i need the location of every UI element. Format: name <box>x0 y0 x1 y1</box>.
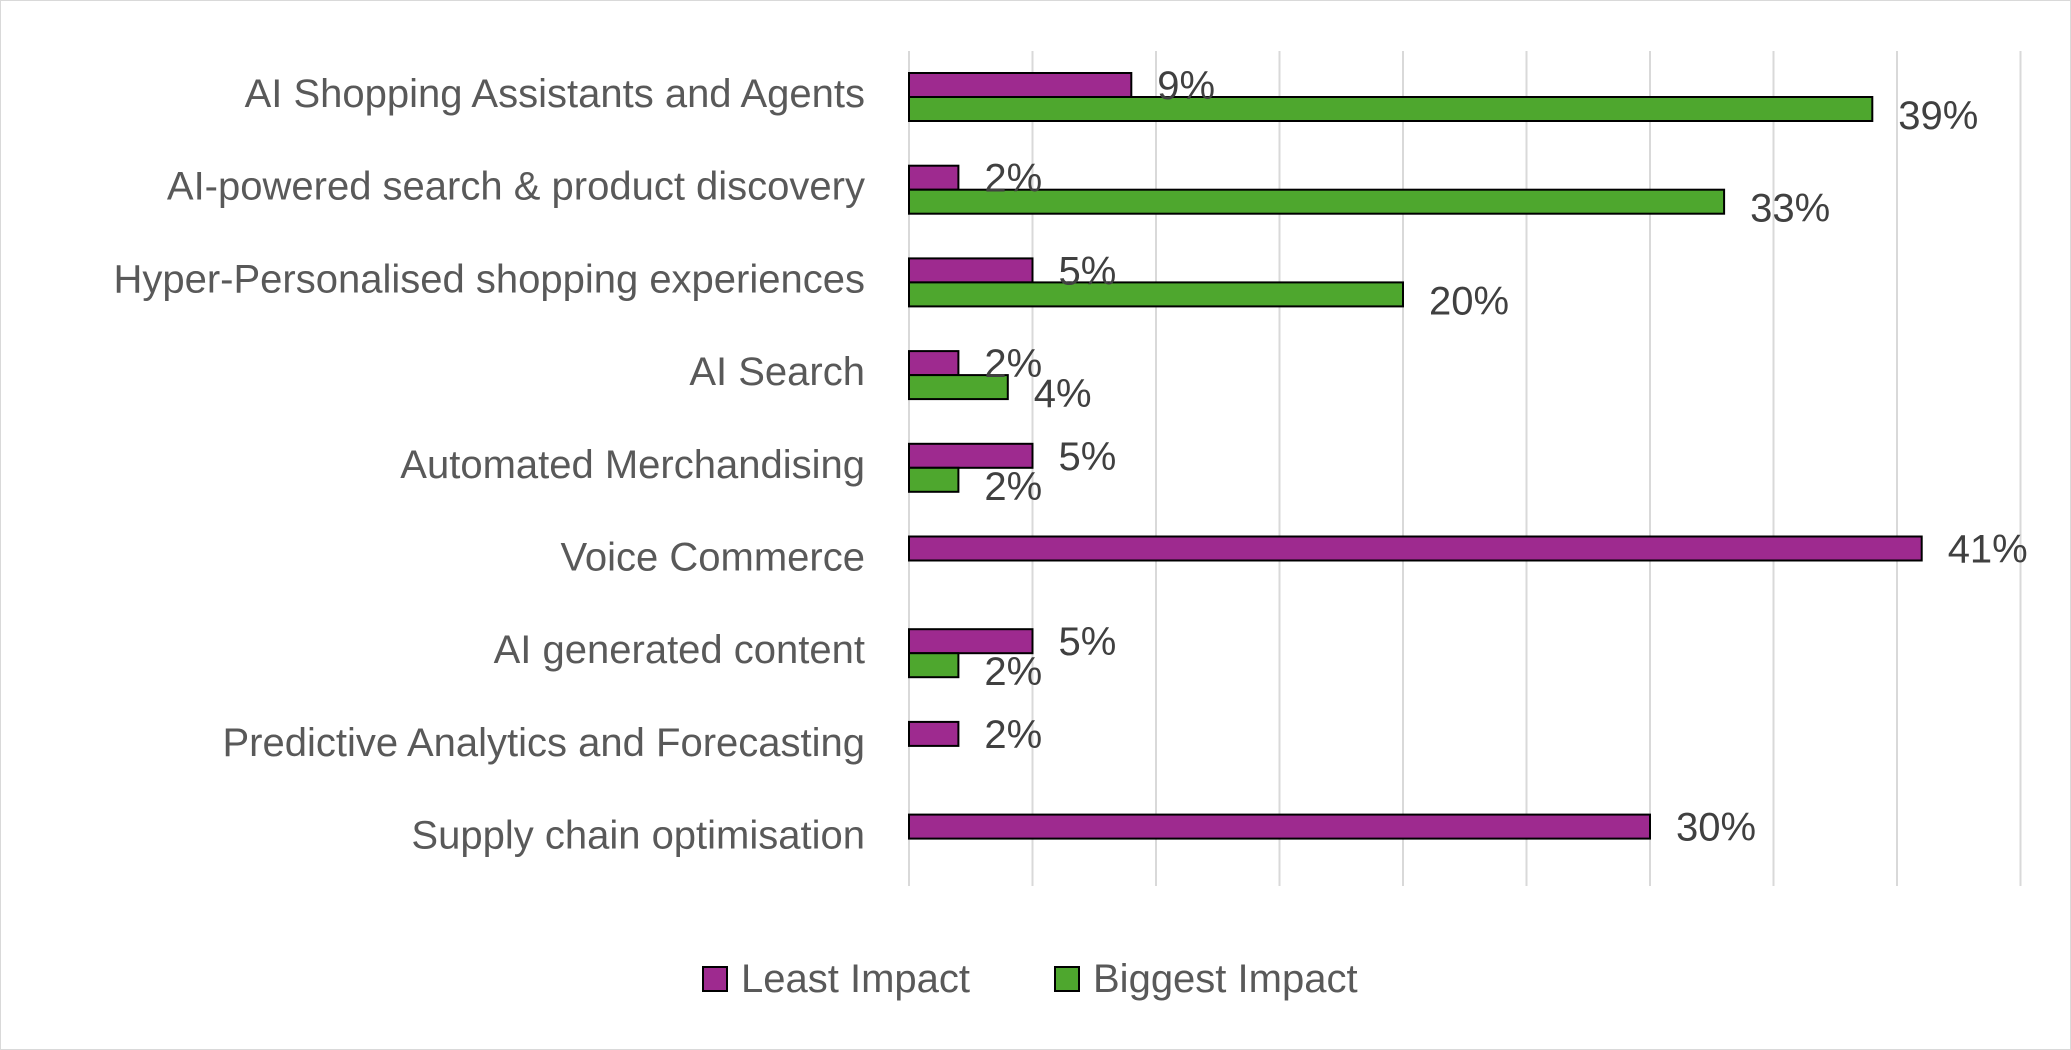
data-label: 33% <box>1750 187 1830 231</box>
bar-biggest-impact <box>908 188 1726 215</box>
data-label: 2% <box>984 713 1042 757</box>
category-label: AI Search <box>689 350 865 394</box>
category-label: Hyper-Personalised shopping experiences <box>113 257 865 301</box>
data-label: 5% <box>1059 249 1117 293</box>
bar-least-impact <box>908 628 1034 655</box>
category-label: AI generated content <box>494 628 865 672</box>
bar-biggest-impact <box>908 281 1404 308</box>
data-label: 9% <box>1157 64 1215 108</box>
legend-label-least-impact: Least Impact <box>741 957 970 1001</box>
bar-least-impact <box>908 720 960 747</box>
bar-biggest-impact <box>908 466 960 493</box>
bar-least-impact <box>908 257 1034 284</box>
bar-biggest-impact <box>908 652 960 679</box>
legend: Least Impact Biggest Impact <box>702 957 1358 1001</box>
legend-label-biggest-impact: Biggest Impact <box>1093 957 1358 1001</box>
data-label: 2% <box>984 650 1042 694</box>
bar-least-impact <box>908 72 1133 98</box>
bar-biggest-impact <box>908 374 1009 401</box>
data-label: 30% <box>1676 806 1756 850</box>
category-label: Supply chain optimisation <box>411 814 865 858</box>
category-label: Voice Commerce <box>560 536 865 580</box>
data-label: 39% <box>1898 94 1978 138</box>
bar-biggest-impact <box>908 96 1874 122</box>
bar-least-impact <box>908 535 1923 562</box>
category-label: Predictive Analytics and Forecasting <box>222 721 865 765</box>
category-label: Automated Merchandising <box>400 443 865 487</box>
bar-least-impact <box>908 442 1034 469</box>
legend-swatch-biggest-impact <box>1054 966 1080 992</box>
legend-swatch-least-impact <box>702 966 728 992</box>
data-label: 20% <box>1429 279 1509 323</box>
bar-least-impact <box>908 813 1651 840</box>
data-label: 2% <box>984 342 1042 386</box>
data-label: 2% <box>984 157 1042 201</box>
data-labels: 9%39%2%33%5%20%2%4%5%2%41%5%2%2%30% <box>984 64 2027 850</box>
data-label: 5% <box>1059 435 1117 479</box>
data-label: 4% <box>1034 372 1092 416</box>
bar-least-impact <box>908 350 960 377</box>
bar-least-impact <box>908 164 960 191</box>
data-label: 5% <box>1059 620 1117 664</box>
category-labels: AI Shopping Assistants and Agents AI-powe… <box>113 72 865 858</box>
category-label: AI-powered search & product discovery <box>167 165 865 209</box>
bars <box>908 72 1923 840</box>
data-label: 2% <box>984 465 1042 509</box>
category-label: AI Shopping Assistants and Agents <box>245 72 865 116</box>
data-label: 41% <box>1948 528 2028 572</box>
